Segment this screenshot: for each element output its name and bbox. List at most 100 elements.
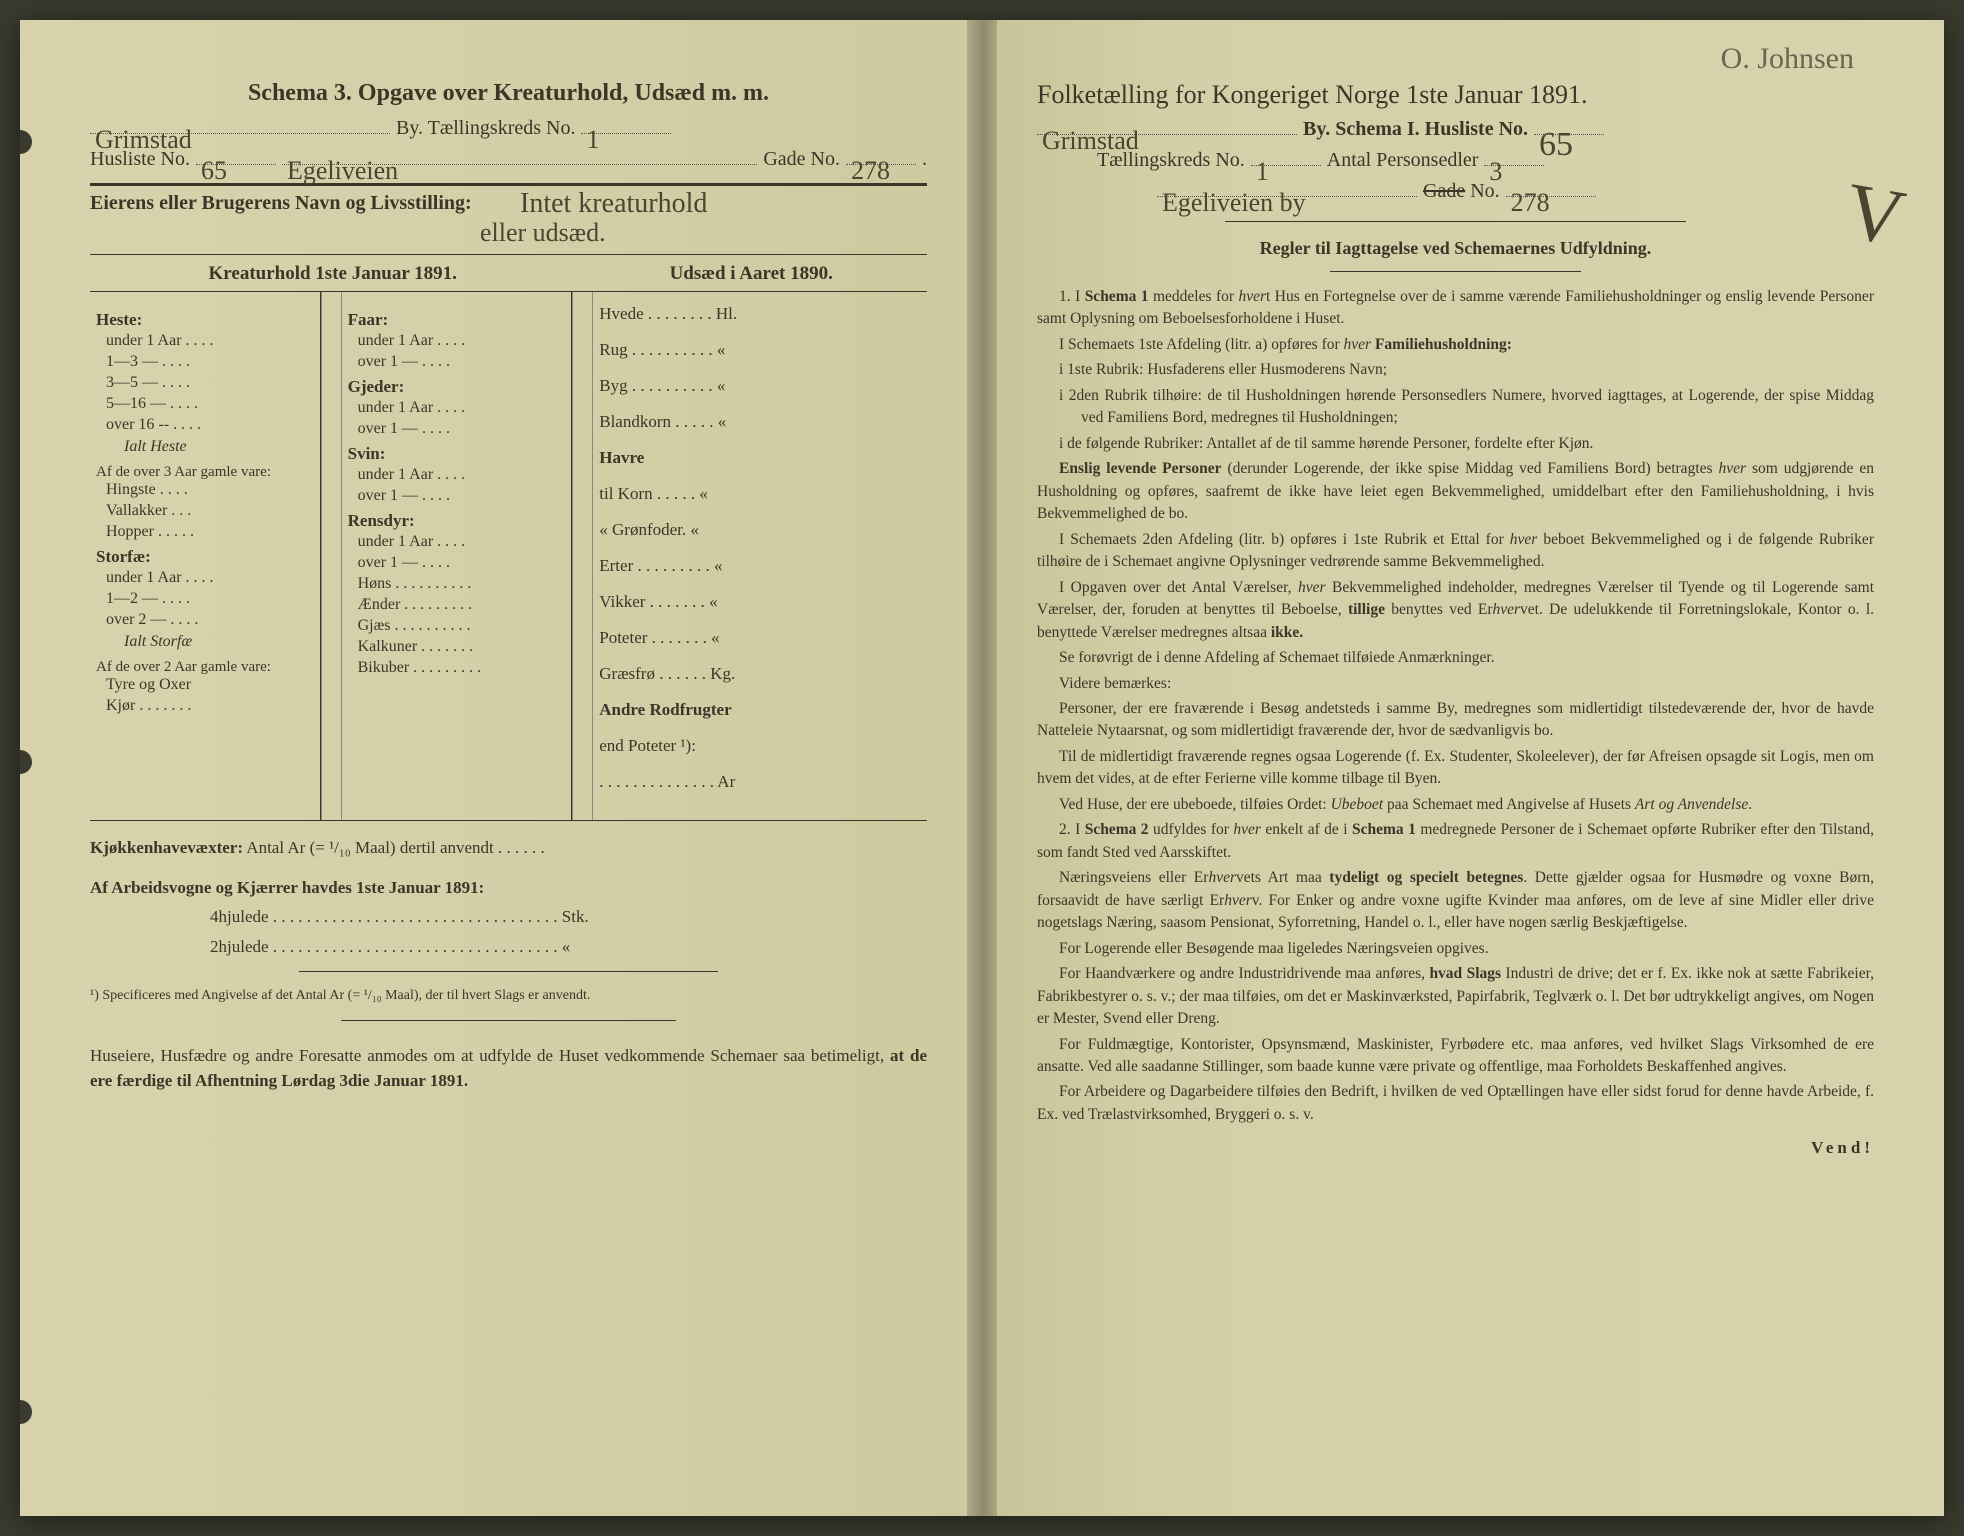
document-spread: Schema 3. Opgave over Kreaturhold, Udsæd… xyxy=(20,20,1944,1516)
regler-paragraph: Til de midlertidigt fraværende regnes og… xyxy=(1037,746,1874,791)
footnote: ¹) Specificeres med Angivelse af det Ant… xyxy=(90,986,927,1006)
animal-row: Kalkuner . . . . . . . xyxy=(358,638,566,656)
animal-row: over 1 — . . . . xyxy=(358,420,566,438)
animal-row: over 1 — . . . . xyxy=(358,554,566,572)
r-gade-no: 278 xyxy=(1511,188,1550,218)
final-instructions: Huseiere, Husfædre og andre Foresatte an… xyxy=(90,1043,927,1094)
animal-row: 3—5 — . . . . xyxy=(106,374,314,392)
line-by: Grimstad By. Tællingskreds No. 1 xyxy=(90,117,927,140)
table-headers: Kreaturhold 1ste Januar 1891. Udsæd i Aa… xyxy=(90,263,927,285)
regler-paragraph: Enslig levende Personer (derunder Logere… xyxy=(1037,458,1874,525)
regler-paragraph: For Fuldmægtige, Kontorister, Opsynsmænd… xyxy=(1037,1034,1874,1079)
line-husliste: Husliste No. 65 Egeliveien Gade No. 278. xyxy=(90,148,927,171)
animal-row: over 16 -- . . . . xyxy=(106,416,314,434)
regler-body: 1. I Schema 1 meddeles for hvert Hus en … xyxy=(1037,286,1874,1126)
regler-paragraph: I Schemaets 2den Afdeling (litr. b) opfø… xyxy=(1037,529,1874,574)
r-city: Grimstad xyxy=(1042,126,1139,156)
r-line2: Grimstad By. Schema I. Husliste No. 65 xyxy=(1037,118,1874,141)
seed-row: til Korn . . . . . « xyxy=(599,484,921,504)
regler-paragraph: Se forøvrigt de i denne Afdeling af Sche… xyxy=(1037,647,1874,669)
seed-row: Rug . . . . . . . . . . « xyxy=(599,340,921,360)
r-gade-label: Gade No. xyxy=(1423,180,1500,203)
header-kreatur: Kreaturhold 1ste Januar 1891. xyxy=(90,263,575,285)
animal-row: over 2 — . . . . xyxy=(106,611,314,629)
animal-row: Gjæs . . . . . . . . . . xyxy=(358,617,566,635)
regler-paragraph: I Opgaven over det Antal Værelser, hver … xyxy=(1037,577,1874,644)
regler-paragraph: For Haandværkere og andre Industridriven… xyxy=(1037,963,1874,1030)
col-udsaed: Hvede . . . . . . . . Hl. Rug . . . . . .… xyxy=(593,292,927,820)
owner-label: Eierens eller Brugerens Navn og Livsstil… xyxy=(90,192,472,214)
animal-row: under 1 Aar . . . . xyxy=(358,533,566,551)
regler-paragraph: 2. I Schema 2 udfyldes for hver enkelt a… xyxy=(1037,819,1874,864)
r-line3: Tællingskreds No. 1 Antal Personsedler 3 xyxy=(1097,149,1874,172)
animal-row: Ænder . . . . . . . . . xyxy=(358,596,566,614)
regler-title: Regler til Iagttagelse ved Schemaernes U… xyxy=(1037,238,1874,259)
gade-no: 278 xyxy=(851,156,890,186)
by-label: By. Tællingskreds No. xyxy=(396,117,575,140)
r-pers-no: 3 xyxy=(1489,157,1502,187)
regler-paragraph: I Schemaets 1ste Afdeling (litr. a) opfø… xyxy=(1037,334,1874,356)
group-note: Af de over 2 Aar gamle vare: xyxy=(96,659,314,676)
census-title: Folketælling for Kongeriget Norge 1ste J… xyxy=(1037,80,1874,110)
regler-paragraph: Næringsveiens eller Erhvervets Art maa t… xyxy=(1037,867,1874,934)
regler-paragraph: 1. I Schema 1 meddeles for hvert Hus en … xyxy=(1037,286,1874,331)
owner-written-2: eller udsæd. xyxy=(480,218,606,248)
owner-written-1: Intet kreaturhold xyxy=(520,188,707,220)
subtotal-row: Ialt Storfæ xyxy=(124,633,314,651)
col-mid-animals: Faar: under 1 Aar . . . . over 1 — . . . .… xyxy=(342,292,573,820)
regler-paragraph: Personer, der ere fraværende i Besøg and… xyxy=(1037,698,1874,743)
animal-row: 1—2 — . . . . xyxy=(106,590,314,608)
seed-row: « Grønfoder. « xyxy=(599,520,921,540)
left-page: Schema 3. Opgave over Kreaturhold, Udsæd… xyxy=(20,20,982,1516)
seed-row: Havre xyxy=(599,448,921,468)
animal-row: Høns . . . . . . . . . . xyxy=(358,575,566,593)
seed-row: Byg . . . . . . . . . . « xyxy=(599,376,921,396)
animal-row: Vallakker . . . xyxy=(106,502,314,520)
seed-row: Hvede . . . . . . . . Hl. xyxy=(599,304,921,324)
animal-row: Bikuber . . . . . . . . . xyxy=(358,659,566,677)
animal-row: over 1 — . . . . xyxy=(358,353,566,371)
r-pers-label: Antal Personsedler xyxy=(1327,149,1479,172)
animal-row: Hopper . . . . . xyxy=(106,523,314,541)
punch-hole xyxy=(20,130,32,154)
kjokken-line: Kjøkkenhavevæxter: Kjøkkenhavevæxter: An… xyxy=(90,835,927,861)
regler-paragraph: i 1ste Rubrik: Husfaderens eller Husmode… xyxy=(1037,359,1874,381)
r-l2-label: By. Schema I. Husliste No. xyxy=(1303,118,1528,141)
regler-paragraph: For Logerende eller Besøgende maa ligele… xyxy=(1037,938,1874,960)
kreds-no: 1 xyxy=(586,125,599,155)
right-page: O. Johnsen Folketælling for Kongeriget N… xyxy=(982,20,1944,1516)
vogne-line: Af Arbeidsvogne og Kjærrer havdes 1ste J… xyxy=(90,875,927,901)
animal-row: under 1 Aar . . . . xyxy=(358,399,566,417)
city-written: Grimstad xyxy=(95,125,192,155)
group-title: Heste: xyxy=(96,310,314,330)
seed-row: Poteter . . . . . . . « xyxy=(599,628,921,648)
animal-row: Kjør . . . . . . . xyxy=(106,697,314,715)
r-kreds-no: 1 xyxy=(1256,157,1269,187)
book-spine xyxy=(967,20,997,1516)
vend-label: Vend! xyxy=(1037,1138,1874,1158)
animal-row: over 1 — . . . . xyxy=(358,487,566,505)
r-husliste-no: 65 xyxy=(1539,126,1573,164)
seed-row: end Poteter ¹): xyxy=(599,736,921,756)
2hjul: 2hjulede . . . . . . . . . . . . . . . .… xyxy=(210,934,927,960)
animal-row: under 1 Aar . . . . xyxy=(358,332,566,350)
group-title: Faar: xyxy=(348,310,566,330)
regler-paragraph: i de følgende Rubriker: Antallet af de t… xyxy=(1037,433,1874,455)
regler-paragraph: Videre bemærkes: xyxy=(1037,673,1874,695)
owner-line: Eierens eller Brugerens Navn og Livsstil… xyxy=(90,192,927,250)
group-title: Gjeder: xyxy=(348,377,566,397)
gade-label: Gade No. xyxy=(763,148,840,171)
regler-paragraph: For Arbeidere og Dagarbeidere tilføies d… xyxy=(1037,1081,1874,1126)
animal-row: under 1 Aar . . . . xyxy=(106,332,314,350)
animal-row: 1—3 — . . . . xyxy=(106,353,314,371)
seed-row: Blandkorn . . . . . « xyxy=(599,412,921,432)
gade-written: Egeliveien xyxy=(287,156,398,186)
col-left-animals: Heste: under 1 Aar . . . . 1—3 — . . . . 3—… xyxy=(90,292,321,820)
seed-row: Erter . . . . . . . . . « xyxy=(599,556,921,576)
animal-row: Hingste . . . . xyxy=(106,481,314,499)
husliste-no: 65 xyxy=(201,156,227,186)
regler-paragraph: Ved Huse, der ere ubeboede, tilføies Ord… xyxy=(1037,794,1874,816)
seed-row: Græsfrø . . . . . . Kg. xyxy=(599,664,921,684)
r-gade-written: Egeliveien by xyxy=(1162,188,1306,218)
animal-row: under 1 Aar . . . . xyxy=(358,466,566,484)
